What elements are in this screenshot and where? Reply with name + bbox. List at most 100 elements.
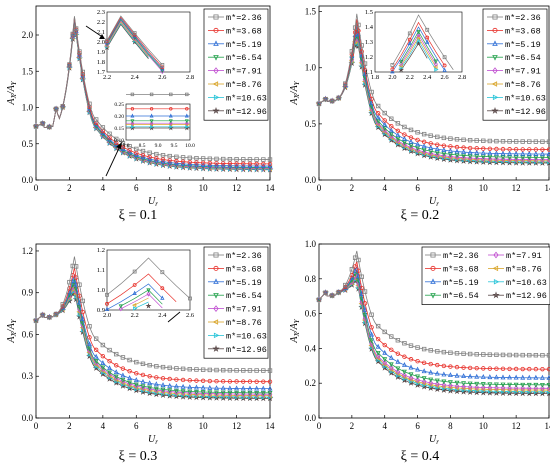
data-point — [160, 376, 166, 381]
data-point — [507, 366, 512, 372]
data-point — [513, 352, 519, 358]
data-point — [133, 382, 139, 388]
inset-data-point — [105, 292, 109, 297]
data-point — [220, 390, 226, 396]
x-axis-label: Ur — [148, 434, 158, 446]
data-point — [395, 366, 401, 372]
data-point — [461, 145, 466, 150]
data-point — [180, 366, 186, 372]
inset-data-point — [133, 306, 138, 311]
legend-entry: m*=5.19 — [443, 278, 479, 288]
data-point — [207, 390, 213, 396]
data-point — [234, 385, 240, 391]
data-point — [214, 390, 219, 396]
inset-data-point — [132, 31, 137, 36]
data-point — [187, 378, 192, 383]
legend-marker — [212, 106, 220, 114]
data-point — [540, 366, 545, 372]
data-point — [153, 381, 159, 387]
data-point — [147, 362, 152, 368]
legend-entry: m*=3.68 — [226, 264, 262, 274]
series-line — [318, 261, 549, 370]
data-point — [428, 361, 433, 367]
data-point — [100, 365, 106, 371]
data-point — [388, 364, 394, 371]
data-point — [261, 157, 266, 162]
series-line — [318, 250, 549, 356]
data-point — [513, 147, 519, 152]
data-point — [408, 343, 414, 348]
panel-caption: ξ = 0.4 — [401, 449, 440, 464]
data-point — [415, 345, 420, 350]
data-point — [434, 370, 440, 376]
data-point — [77, 282, 82, 287]
data-point — [467, 373, 473, 379]
data-point — [428, 150, 434, 157]
data-point — [415, 141, 421, 147]
data-point — [220, 385, 226, 391]
data-point — [359, 43, 364, 48]
data-point — [474, 146, 479, 151]
data-point — [261, 379, 266, 384]
inset-x-tick-label: 8.0 — [123, 143, 130, 149]
data-point — [421, 131, 427, 137]
data-point — [369, 325, 374, 330]
inset-data-point — [184, 113, 189, 118]
data-point — [467, 149, 473, 155]
data-point — [174, 377, 179, 382]
x-tick-label: 6 — [415, 183, 420, 193]
y-tick-label: 0.0 — [22, 175, 34, 185]
inset-y-tick-label: 1.9 — [97, 49, 105, 56]
inset-series-line — [120, 293, 163, 310]
inset-data-point — [169, 107, 173, 111]
data-point — [382, 349, 388, 355]
y-tick-label: 0.6 — [22, 329, 34, 339]
series-m*=2.36 — [33, 256, 273, 373]
data-point — [187, 389, 193, 395]
x-tick-label: 2 — [67, 183, 72, 193]
data-point — [214, 156, 219, 162]
inset-data-point — [407, 40, 412, 46]
y-tick-label: 1.5 — [22, 66, 34, 76]
data-point — [500, 384, 506, 391]
data-point — [467, 137, 473, 143]
data-point — [441, 135, 447, 141]
x-tick-label: 6 — [134, 421, 139, 431]
legend-marker — [493, 279, 500, 285]
legend-marker — [213, 305, 219, 312]
data-point — [140, 148, 146, 154]
legend-marker — [492, 265, 499, 272]
inset-data-point — [145, 302, 152, 309]
legend: m*=2.36 m*=3.68 m*=5.19 m*=6.54 m*=7.91 m*=8.… — [482, 8, 548, 121]
data-point — [160, 382, 166, 388]
series-m*=3.68 — [316, 261, 550, 372]
legend-entry: m*=6.54 — [443, 291, 479, 301]
data-point — [507, 374, 513, 380]
data-point — [467, 383, 473, 390]
inset-data-point — [149, 120, 154, 126]
data-point — [93, 353, 99, 359]
legend-marker — [213, 40, 219, 46]
data-point — [513, 155, 519, 161]
data-point — [247, 161, 253, 166]
inset-y-tick-label: 0.15 — [114, 126, 124, 132]
series-m*=6.54 — [316, 26, 550, 161]
data-point — [421, 139, 427, 145]
data-point — [187, 159, 192, 165]
data-point — [154, 386, 159, 393]
data-point — [441, 371, 447, 377]
data-point — [480, 382, 486, 388]
data-point — [127, 368, 132, 374]
data-point — [500, 139, 506, 144]
data-point — [402, 124, 407, 130]
y-tick-label: 0.9 — [22, 288, 34, 298]
legend-marker — [213, 67, 219, 74]
data-point — [140, 384, 146, 391]
data-point — [447, 380, 453, 386]
data-point — [500, 352, 506, 358]
data-point — [73, 26, 79, 31]
data-point — [316, 297, 322, 302]
inset-series-line — [392, 14, 454, 70]
y-tick-label: 0.0 — [305, 175, 317, 185]
inset-series-line — [134, 297, 149, 306]
